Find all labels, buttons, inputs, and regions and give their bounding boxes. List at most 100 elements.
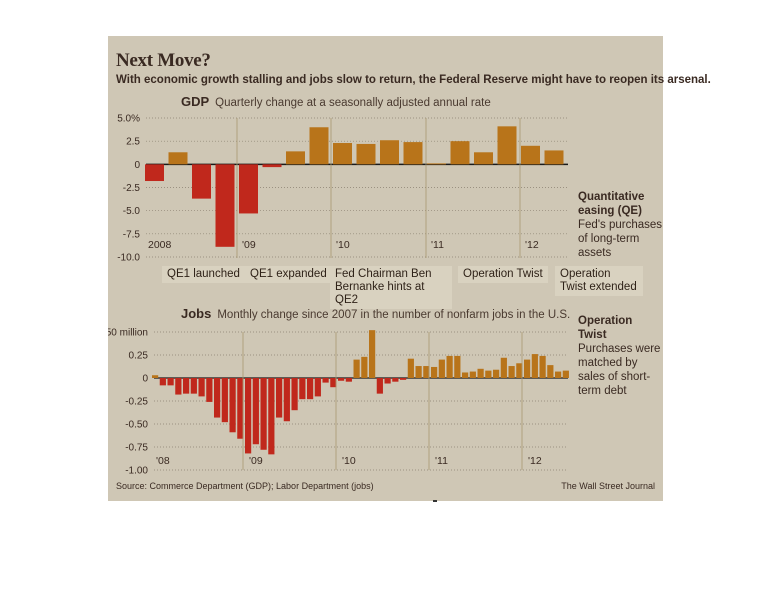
divider-mark <box>433 500 437 502</box>
jobs-bar <box>407 358 414 378</box>
jobs-bar <box>555 371 562 378</box>
gdp-bar <box>286 151 305 165</box>
gdp-bar <box>521 145 540 165</box>
gdp-bar <box>474 152 493 165</box>
gdp-year-label: 2008 <box>148 239 172 251</box>
gdp-subtitle: Quarterly change at a seasonally adjuste… <box>215 97 491 109</box>
gdp-bar <box>262 164 282 168</box>
jobs-bar <box>469 371 476 378</box>
jobs-year-label: '08 <box>156 455 170 467</box>
gdp-bar <box>145 164 164 182</box>
jobs-bar <box>477 368 484 378</box>
jobs-bar <box>252 378 259 445</box>
jobs-y-tick-label: -0.50 <box>125 420 148 431</box>
jobs-bar <box>547 365 554 378</box>
event-operation-twist: Operation Twist <box>458 266 548 283</box>
twist-note-body: Purchases were matched by sales of short… <box>578 343 661 397</box>
jobs-bar <box>330 378 337 388</box>
jobs-bar <box>369 330 376 378</box>
jobs-bar <box>462 372 469 378</box>
qe-note-title: Quantitative easing (QE) <box>578 191 645 217</box>
gdp-y-tick-label: 5.0% <box>117 114 140 125</box>
jobs-bar <box>446 355 453 378</box>
headline: Next Move? <box>116 50 211 71</box>
gdp-y-tick-label: 2.5 <box>126 137 140 148</box>
jobs-bar <box>245 378 252 454</box>
dek: With economic growth stalling and jobs s… <box>116 74 711 86</box>
jobs-bar <box>190 378 197 394</box>
jobs-bar <box>260 378 267 450</box>
event-qe2-hint: Fed Chairman Ben Bernanke hints at QE2 <box>330 266 452 309</box>
gdp-bar <box>497 126 517 165</box>
gdp-bar <box>168 152 188 165</box>
gdp-bar <box>403 142 423 165</box>
event-twist-extended: Operation Twist extended <box>555 266 643 296</box>
gdp-bar <box>192 164 211 199</box>
credit: The Wall Street Journal <box>561 481 655 491</box>
jobs-bar <box>400 378 407 380</box>
gdp-year-label: '10 <box>336 239 350 251</box>
twist-note-title: Operation Twist <box>578 315 633 341</box>
jobs-bar <box>376 378 383 394</box>
jobs-year-label: '10 <box>342 455 356 467</box>
jobs-bar <box>206 378 213 402</box>
event-qe1-expanded: QE1 expanded <box>245 266 332 283</box>
jobs-bar <box>392 378 399 382</box>
jobs-bar <box>562 370 569 378</box>
jobs-bar <box>508 366 515 378</box>
gdp-bar <box>309 127 329 165</box>
jobs-bar <box>291 378 298 411</box>
jobs-bar <box>353 359 360 378</box>
jobs-bar <box>152 375 159 378</box>
jobs-bar <box>237 378 244 439</box>
jobs-bar <box>322 378 329 383</box>
gdp-bar <box>215 164 235 247</box>
jobs-bar <box>485 370 492 378</box>
gdp-year-label: '11 <box>431 239 444 251</box>
gdp-year-label: '09 <box>242 239 256 251</box>
jobs-y-tick-label: 0.50 million <box>108 328 148 339</box>
jobs-bar <box>345 378 352 382</box>
gdp-y-tick-label: -10.0 <box>117 253 140 264</box>
jobs-bar <box>299 378 306 400</box>
jobs-y-tick-label: -0.25 <box>125 397 148 408</box>
gdp-y-tick-label: 0 <box>134 160 140 171</box>
jobs-bar <box>159 378 166 386</box>
gdp-year-label: '12 <box>525 239 539 251</box>
jobs-bar <box>531 354 538 378</box>
chart-svg: 5.0% 2.5 0 -2.5 -5.0 -7.5 -10.0 2008 '09 '10 '11 '1… <box>108 114 569 477</box>
jobs-bar <box>384 378 391 384</box>
jobs-year-label: '12 <box>528 455 542 467</box>
gdp-header: GDP Quarterly change at a seasonally adju… <box>181 94 491 109</box>
jobs-year-label: '11 <box>435 455 448 467</box>
qe-note: Quantitative easing (QE) Fed's purchases… <box>578 190 663 260</box>
gdp-bar <box>450 141 470 165</box>
jobs-bar <box>516 363 523 378</box>
gdp-y-tick-label: -2.5 <box>123 183 141 194</box>
jobs-bar <box>500 357 507 378</box>
jobs-bar <box>198 378 205 397</box>
jobs-bar <box>221 378 228 423</box>
jobs-bar <box>423 366 430 378</box>
jobs-bar <box>539 355 546 378</box>
jobs-bar <box>229 378 236 433</box>
gdp-bar <box>333 143 352 165</box>
gdp-bar <box>356 143 376 165</box>
jobs-y-tick-label: 0.25 <box>129 351 149 362</box>
jobs-year-label: '09 <box>249 455 263 467</box>
jobs-bar <box>493 369 500 378</box>
jobs-bar <box>314 378 321 397</box>
jobs-y-tick-label: -1.00 <box>125 466 148 477</box>
jobs-title: Jobs <box>181 306 212 321</box>
jobs-bar <box>454 355 461 378</box>
gdp-bar <box>239 164 258 214</box>
gdp-bar <box>544 150 564 165</box>
jobs-bar <box>214 378 221 418</box>
gdp-y-tick-label: -5.0 <box>123 206 141 217</box>
jobs-bar <box>524 359 531 378</box>
jobs-bar <box>307 378 314 400</box>
chart-panel: Next Move? With economic growth stalling… <box>108 36 711 501</box>
gdp-y-tick-label: -7.5 <box>123 229 141 240</box>
jobs-y-tick-label: -0.75 <box>125 443 148 454</box>
jobs-bar <box>167 378 174 386</box>
